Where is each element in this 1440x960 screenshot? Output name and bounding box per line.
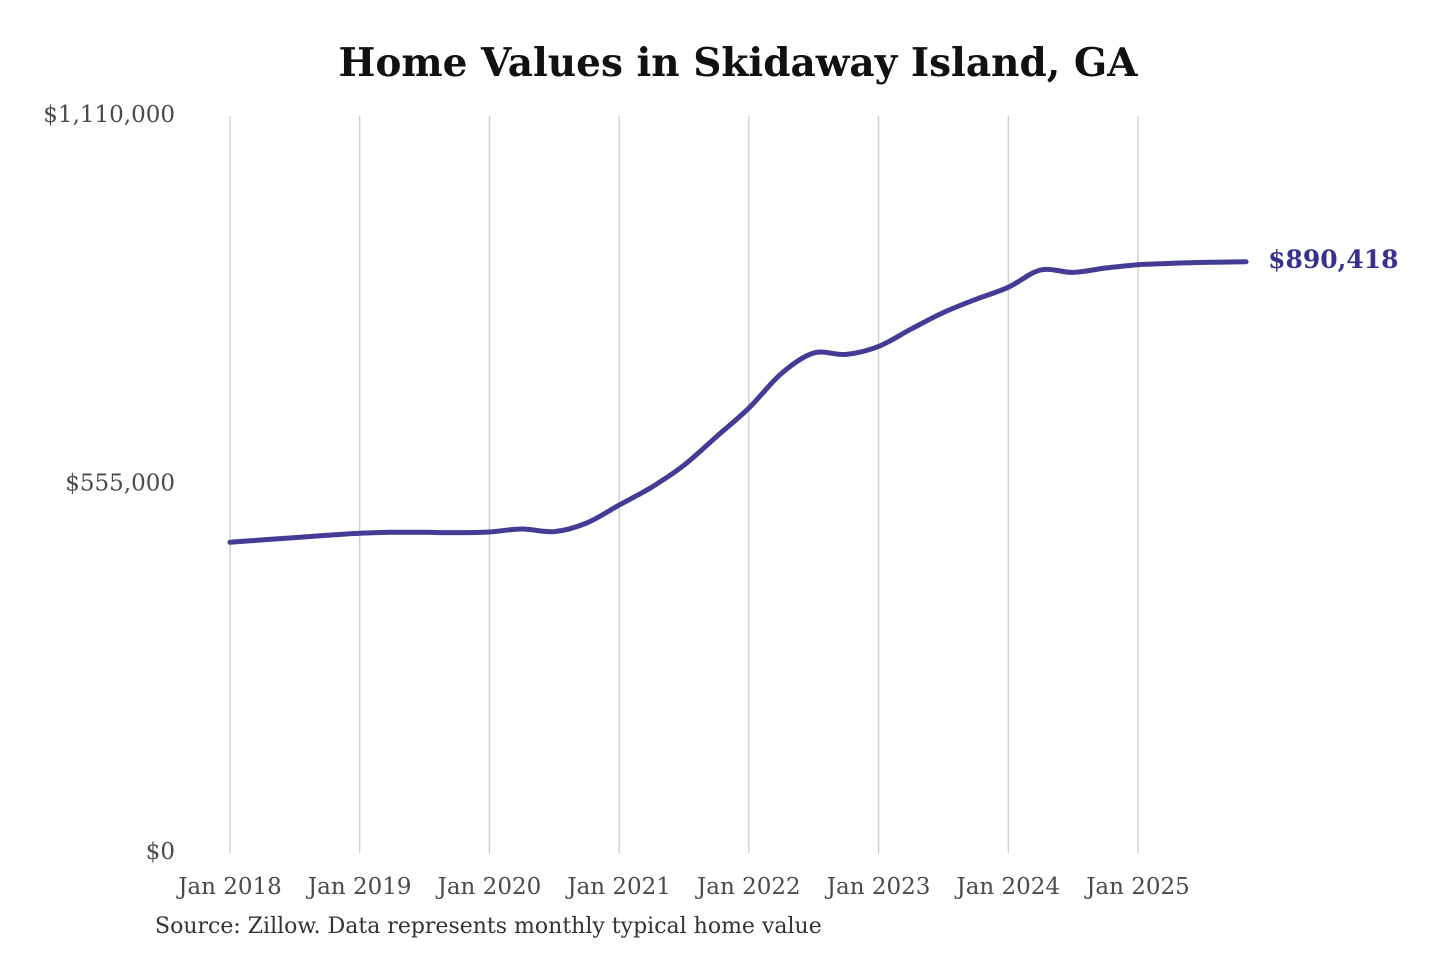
y-tick-label: $0 [146,839,175,865]
y-tick-label: $555,000 [65,471,175,497]
x-tick-label: Jan 2024 [954,874,1060,900]
x-tick-label: Jan 2020 [436,874,542,900]
chart-title: Home Values in Skidaway Island, GA [338,40,1138,86]
x-tick-label: Jan 2023 [825,874,931,900]
source-note: Source: Zillow. Data represents monthly … [155,914,822,939]
home-value-series-line [227,259,1249,545]
x-tick-label: Jan 2025 [1084,874,1190,900]
x-tick-label: Jan 2022 [695,874,801,900]
x-tick-label: Jan 2019 [306,874,412,900]
latest-value-label: $890,418 [1268,244,1399,274]
x-tick-label: Jan 2018 [176,874,282,900]
x-tick-label: Jan 2021 [565,874,671,900]
y-tick-label: $1,110,000 [43,102,175,128]
